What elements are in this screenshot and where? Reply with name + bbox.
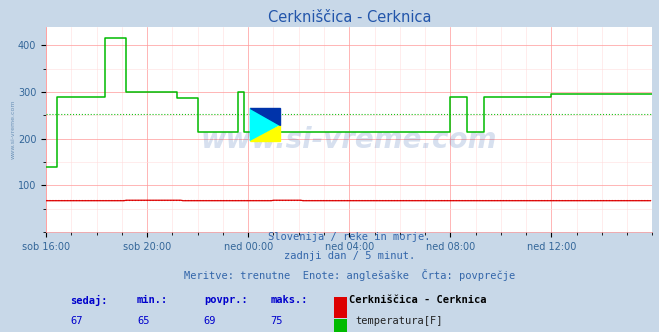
Polygon shape (250, 108, 280, 141)
Bar (334, 297, 347, 318)
Text: maks.:: maks.: (270, 294, 308, 304)
Text: 75: 75 (270, 316, 283, 326)
Polygon shape (250, 108, 280, 124)
Text: Cerkniščica - Cerknica: Cerkniščica - Cerknica (349, 294, 487, 304)
Text: Meritve: trenutne  Enote: anglešaške  Črta: povprečje: Meritve: trenutne Enote: anglešaške Črta… (184, 269, 515, 281)
Title: Cerkniščica - Cerknica: Cerkniščica - Cerknica (268, 10, 431, 25)
Text: Slovenija / reke in morje.: Slovenija / reke in morje. (268, 232, 430, 242)
Text: www.si-vreme.com: www.si-vreme.com (11, 100, 15, 159)
Text: povpr.:: povpr.: (204, 294, 248, 304)
Text: temperatura[F]: temperatura[F] (355, 316, 443, 326)
Text: 65: 65 (137, 316, 150, 326)
Polygon shape (250, 124, 280, 141)
Text: zadnji dan / 5 minut.: zadnji dan / 5 minut. (283, 251, 415, 261)
Text: 69: 69 (204, 316, 216, 326)
Text: 67: 67 (71, 316, 83, 326)
Text: sedaj:: sedaj: (71, 294, 108, 305)
Bar (334, 319, 347, 332)
Text: min.:: min.: (137, 294, 168, 304)
Text: www.si-vreme.com: www.si-vreme.com (201, 125, 498, 153)
